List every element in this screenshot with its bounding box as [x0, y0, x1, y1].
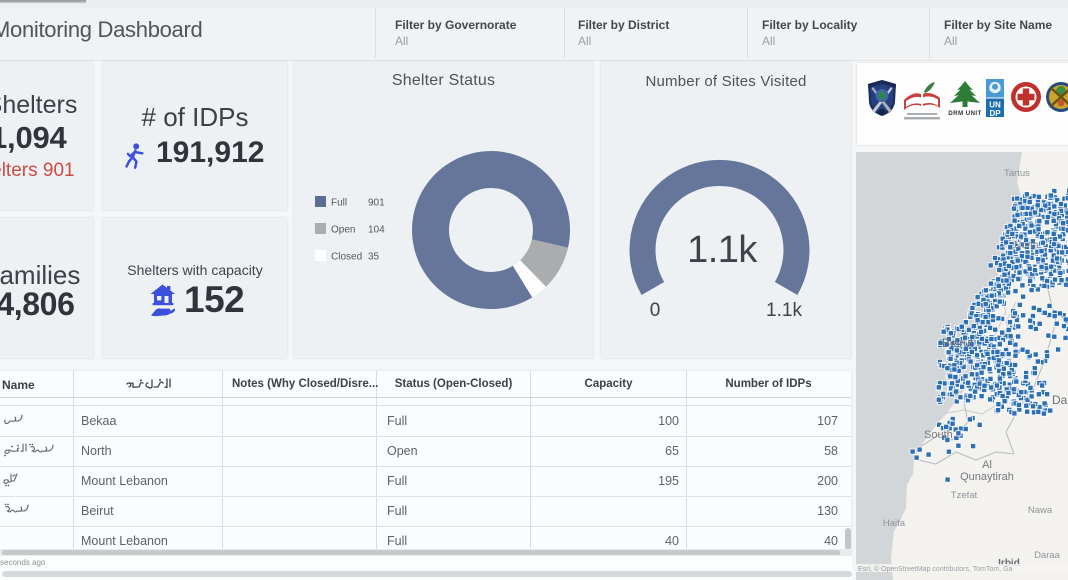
svg-text:0: 0	[650, 300, 661, 321]
svg-text:Full: Full	[331, 198, 347, 209]
svg-text:104: 104	[368, 225, 385, 236]
svg-text:Irbid: Irbid	[998, 558, 1020, 569]
svg-text:Dam: Dam	[1052, 393, 1068, 407]
svg-text:Tzefat: Tzefat	[951, 490, 978, 501]
svg-text:Haifa: Haifa	[883, 518, 906, 529]
svg-text:DP: DP	[989, 109, 1001, 118]
svg-text:Qunaytirah: Qunaytirah	[960, 471, 1014, 483]
svg-text:Open: Open	[331, 225, 355, 236]
svg-text:Esri, © OpenStreetMap contribu: Esri, © OpenStreetMap contributors, TomT…	[858, 565, 1013, 573]
svg-text:Al: Al	[982, 459, 992, 471]
svg-text:North: North	[1014, 240, 1038, 251]
svg-text:35: 35	[368, 252, 380, 263]
svg-text:DRM UNIT: DRM UNIT	[948, 110, 981, 117]
svg-text:901: 901	[368, 198, 385, 209]
svg-text:South: South	[924, 429, 953, 441]
svg-text:Nawa: Nawa	[1028, 505, 1053, 516]
svg-text:1.1k: 1.1k	[687, 229, 758, 271]
svg-text:Closed: Closed	[331, 252, 362, 263]
svg-text:Daraa: Daraa	[1034, 550, 1061, 561]
svg-text:UN: UN	[989, 101, 1001, 110]
svg-text:1.1k: 1.1k	[766, 300, 802, 321]
svg-text:Tartus: Tartus	[1004, 168, 1030, 179]
svg-text:Beirut: Beirut	[942, 336, 974, 350]
